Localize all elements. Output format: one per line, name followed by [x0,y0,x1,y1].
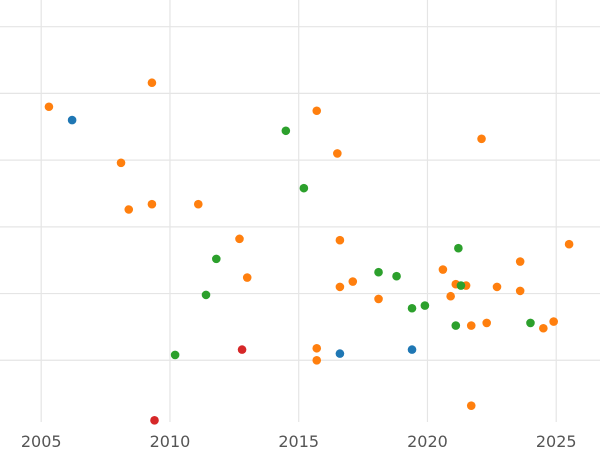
data-point-series-2-26 [515,257,525,266]
data-point-series-3-7 [392,271,401,281]
data-point-series-2-1 [44,102,54,112]
data-point-series-2-14 [374,294,383,304]
data-point-series-3-8 [407,303,417,313]
data-point-series-2-10 [333,149,342,158]
data-point-series-2-13 [335,282,345,292]
data-point-series-2-24 [482,318,491,328]
data-point-series-2-15 [312,343,322,353]
data-point-series-4-1 [150,416,159,425]
data-point-series-2-6 [193,199,203,209]
data-point-series-2-11 [335,235,345,245]
data-point-series-2-29 [549,317,558,326]
x-tick-label: 2020 [407,432,448,450]
data-point-series-2-7 [235,234,244,244]
data-point-series-2-25 [466,401,476,410]
data-point-series-1-2 [335,349,345,358]
data-point-series-2-22 [492,282,502,292]
data-point-series-3-9 [420,301,430,310]
data-point-series-3-10 [454,243,463,253]
data-point-series-2-5 [147,199,157,209]
data-point-series-1-1 [67,115,77,125]
data-point-series-4-2 [237,345,247,354]
data-point-series-3-13 [526,318,535,328]
x-tick-label: 2010 [150,432,191,450]
data-point-series-2-27 [515,286,525,296]
data-point-series-2-8 [242,273,252,282]
data-points [44,78,574,425]
data-point-series-2-16 [312,355,322,365]
data-point-series-2-21 [477,134,486,144]
data-point-series-2-12 [348,277,358,286]
data-point-series-2-18 [446,291,455,301]
data-point-series-2-30 [564,239,574,249]
data-point-series-3-12 [456,281,466,290]
data-point-series-1-3 [407,345,417,354]
data-point-series-2-4 [124,205,134,214]
data-point-series-3-2 [201,290,211,300]
data-point-series-3-5 [299,183,309,193]
data-point-series-2-17 [438,265,448,274]
x-tick-label: 2015 [278,432,319,450]
data-point-series-3-1 [170,350,180,360]
x-tick-label: 2005 [21,432,62,450]
x-axis-tick-labels: 2005 2010 2015 2020 2025 [21,432,577,450]
data-point-series-2-28 [539,323,548,333]
data-point-series-2-3 [116,158,126,168]
data-point-series-2-2 [147,78,157,88]
gridlines [0,0,600,422]
data-point-series-3-4 [281,126,291,136]
data-point-series-2-9 [312,106,322,116]
data-point-series-3-11 [451,321,461,330]
data-point-series-3-6 [374,267,383,277]
x-tick-label: 2025 [536,432,577,450]
data-point-series-3-3 [212,254,221,264]
data-point-series-2-23 [466,321,476,330]
